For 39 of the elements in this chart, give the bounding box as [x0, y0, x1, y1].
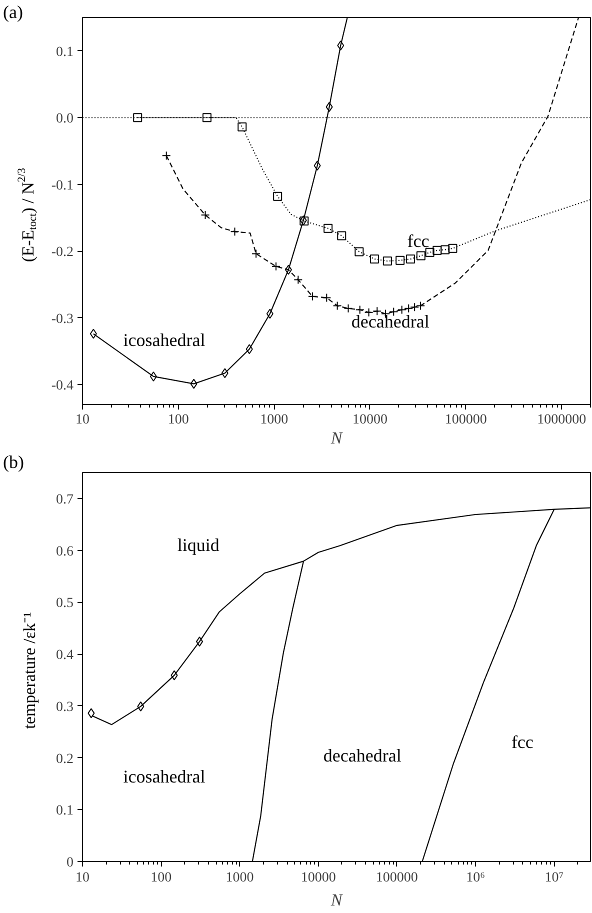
x-tick-label: 10⁷ — [544, 870, 564, 886]
x-axis-title: N — [330, 890, 344, 910]
y-tick-label: 0.6 — [56, 544, 74, 560]
annotation: decahedral — [351, 311, 430, 332]
y-tick-label: 0.3 — [56, 700, 74, 715]
annotation: icosahedral — [123, 330, 206, 350]
text: (b) — [3, 451, 24, 474]
x-tick-label: 1000000 — [537, 412, 586, 428]
x-tick-label: 100 — [150, 870, 172, 886]
x-tick-label: 10 — [76, 870, 90, 886]
text: (a) — [3, 1, 23, 24]
x-tick-label: 10 — [76, 412, 90, 428]
x-tick-label: 10000 — [352, 412, 388, 428]
y-tick-label: -0.2 — [51, 245, 74, 260]
x-tick-label: 1000 — [260, 412, 288, 428]
y-tick-label: 0.5 — [56, 596, 74, 612]
x-tick-label: 1000 — [226, 870, 254, 886]
annotation: fcc — [511, 732, 534, 752]
y-tick-label: 0.4 — [56, 648, 74, 664]
y-tick-label: 0.7 — [56, 492, 74, 508]
y-tick-label: 0.1 — [56, 44, 74, 60]
y-tick-label: 0.2 — [56, 752, 74, 767]
annotation: liquid — [177, 534, 220, 555]
y-tick-label: -0.4 — [51, 378, 74, 394]
y-tick-label: -0.3 — [51, 312, 74, 327]
x-tick-label: 100000 — [444, 412, 487, 428]
x-tick-label: 100000 — [376, 870, 418, 886]
y-tick-label: -0.1 — [51, 178, 74, 194]
y-tick-label: 0.0 — [56, 112, 74, 127]
x-tick-label: 100 — [168, 412, 189, 428]
y-tick-label: 0.1 — [56, 804, 74, 819]
x-tick-label: 10⁶ — [466, 870, 486, 886]
y-tick-label: 0 — [66, 856, 74, 870]
x-tick-label: 10000 — [300, 870, 336, 886]
annotation: icosahedral — [123, 766, 206, 786]
annotation: fcc — [407, 231, 430, 252]
y-axis-title: temperature /εk⁻¹ — [18, 612, 40, 728]
annotation: decahedral — [323, 746, 402, 766]
x-axis-title: N — [330, 428, 344, 448]
